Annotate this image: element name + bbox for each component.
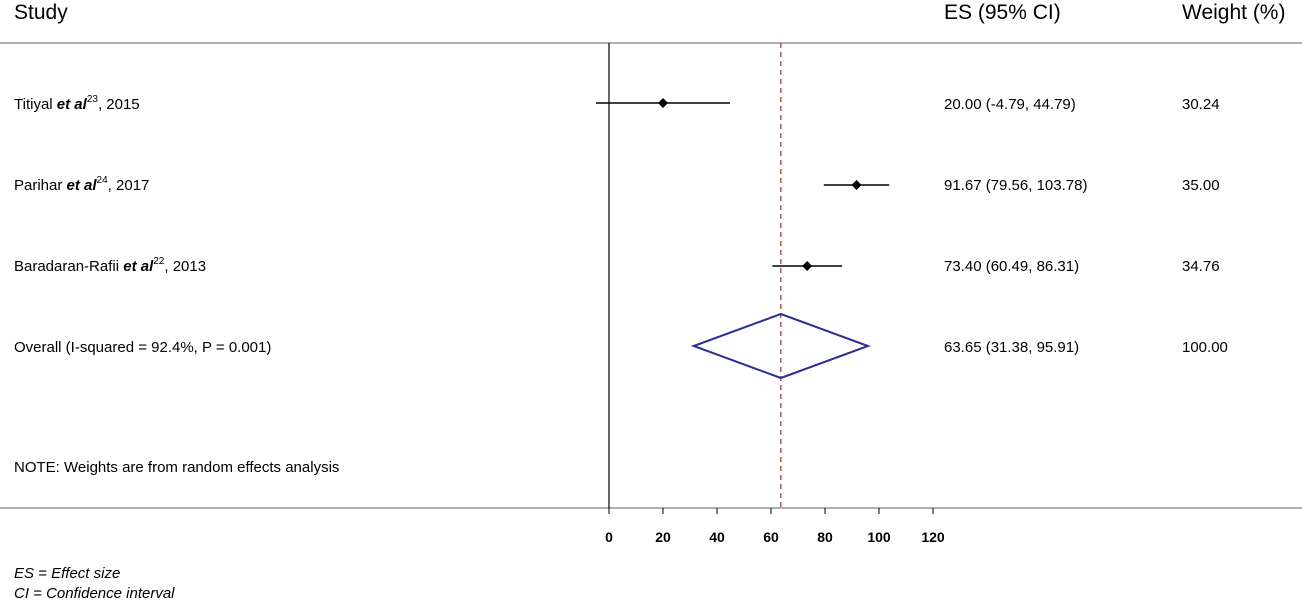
- study-year-1: , 2017: [108, 177, 150, 194]
- note: NOTE: Weights are from random effects an…: [14, 459, 339, 476]
- x-tick-label-0: 0: [605, 529, 613, 545]
- study-year-0: , 2015: [98, 96, 140, 113]
- x-tick-label-3: 60: [763, 529, 779, 545]
- header-es: ES (95% CI): [944, 1, 1061, 24]
- es-label-overall: 63.65 (31.38, 95.91): [944, 339, 1079, 356]
- study-label-1: Parihar et al24, 2017: [14, 175, 149, 194]
- footnote-es: ES = Effect size: [14, 565, 120, 582]
- study-etal-0: et al: [57, 96, 88, 113]
- es-label-1: 91.67 (79.56, 103.78): [944, 177, 1087, 194]
- weight-label-overall: 100.00: [1182, 339, 1228, 356]
- es-label-2: 73.40 (60.49, 86.31): [944, 258, 1079, 275]
- overall-diamond: [690, 312, 871, 380]
- header-study: Study: [14, 1, 68, 24]
- study-year-2: , 2013: [164, 258, 206, 275]
- x-tick-label-5: 100: [867, 529, 891, 545]
- footnote-ci: CI = Confidence interval: [14, 585, 175, 602]
- study-label-2: Baradaran-Rafii et al22, 2013: [14, 256, 206, 275]
- point-estimate-1: [851, 180, 862, 190]
- es-label-0: 20.00 (-4.79, 44.79): [944, 96, 1076, 113]
- weight-label-1: 35.00: [1182, 177, 1220, 194]
- overall-label: Overall (I-squared = 92.4%, P = 0.001): [14, 339, 271, 356]
- weight-label-2: 34.76: [1182, 258, 1220, 275]
- study-etal-1: et al: [67, 177, 98, 194]
- study-ref-2: 22: [153, 256, 165, 267]
- header-weight: Weight (%): [1182, 1, 1285, 24]
- plot-area: 0 20 40 60 80 100 120: [596, 43, 945, 545]
- x-tick-label-1: 20: [655, 529, 671, 545]
- study-ref-1: 24: [97, 175, 109, 186]
- x-tick-label-4: 80: [817, 529, 833, 545]
- study-author-0: Titiyal: [14, 96, 53, 113]
- x-tick-label-6: 120: [921, 529, 945, 545]
- point-estimate-2: [802, 261, 813, 271]
- study-author-2: Baradaran-Rafii: [14, 258, 119, 275]
- x-tick-label-2: 40: [709, 529, 725, 545]
- weight-label-0: 30.24: [1182, 96, 1220, 113]
- point-estimate-0: [658, 98, 668, 108]
- study-ref-0: 23: [87, 94, 99, 105]
- study-label-0: Titiyal et al23, 2015: [14, 94, 140, 113]
- study-etal-2: et al: [123, 258, 154, 275]
- study-author-1: Parihar: [14, 177, 62, 194]
